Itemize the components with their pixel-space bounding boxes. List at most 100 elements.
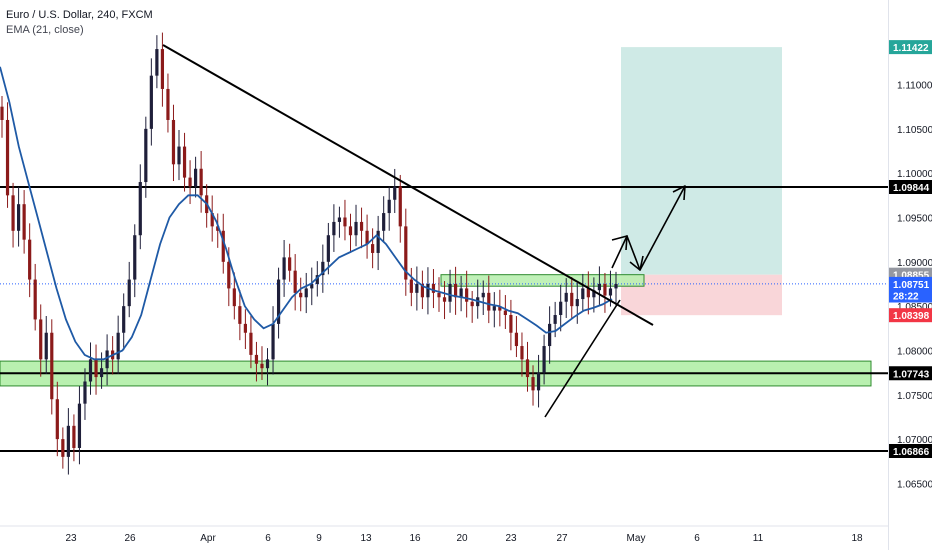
- candle-body: [144, 128, 148, 183]
- candle-body: [315, 275, 319, 284]
- price-badge-label: 1.08855: [893, 271, 930, 282]
- candle-body: [116, 332, 120, 360]
- x-tick-label: Apr: [200, 533, 216, 544]
- candle-body: [365, 230, 369, 245]
- candle-body: [276, 279, 281, 324]
- candle-body: [122, 306, 126, 333]
- x-tick-label: May: [627, 533, 646, 544]
- candle-body: [514, 332, 519, 347]
- x-tick-label: 13: [360, 533, 372, 544]
- candle-body: [542, 346, 546, 373]
- candle-body: [592, 290, 596, 298]
- candle-body: [570, 292, 574, 307]
- candle-body: [105, 350, 109, 369]
- candle-body: [254, 354, 259, 364]
- candle-body: [39, 319, 43, 360]
- candle-body: [409, 279, 413, 293]
- candle-body: [299, 292, 303, 298]
- x-tick-label: 6: [265, 533, 271, 544]
- candle-body: [448, 283, 452, 302]
- y-tick-label: 1.10500: [897, 125, 932, 136]
- candle-body: [437, 292, 441, 298]
- candle-body: [155, 49, 159, 76]
- price-badge: [889, 40, 932, 55]
- candle-body: [182, 146, 187, 178]
- x-tick-label: 27: [556, 533, 568, 544]
- candle-body: [22, 204, 26, 240]
- candle-body: [525, 359, 530, 378]
- candle-body: [0, 106, 4, 120]
- x-tick-label: 6: [694, 533, 700, 544]
- candle-body: [66, 425, 70, 457]
- candle-body: [382, 213, 386, 231]
- candle-body: [304, 288, 308, 298]
- y-tick-label: 1.07500: [897, 391, 932, 402]
- candle-body: [249, 332, 253, 355]
- candle-body: [398, 186, 402, 227]
- candle-body: [138, 182, 142, 236]
- candle-body: [271, 323, 275, 360]
- stop-zone: [621, 274, 782, 316]
- candle-body: [343, 217, 347, 227]
- price-badge-label: 1.08751: [893, 280, 930, 291]
- candle-body: [498, 306, 502, 311]
- candle-body: [288, 257, 292, 271]
- candle-body: [415, 283, 419, 293]
- price-badge: [889, 308, 932, 323]
- target-zone: [621, 47, 782, 275]
- candle-body: [265, 359, 270, 369]
- candle-body: [99, 368, 104, 378]
- candle-body: [133, 235, 137, 280]
- candle-body: [55, 399, 59, 440]
- candle-body: [216, 226, 220, 231]
- candle-body: [509, 315, 513, 333]
- candle-body: [337, 217, 342, 222]
- y-tick-label: 1.09000: [897, 258, 932, 269]
- candle-body: [5, 119, 10, 196]
- candle-body: [88, 359, 93, 382]
- candle-body: [481, 292, 485, 298]
- candle-body: [171, 119, 176, 165]
- candle-body: [531, 377, 535, 391]
- ascending-trendline: [544, 299, 621, 418]
- candle-body: [597, 283, 602, 291]
- candle-body: [442, 297, 447, 302]
- symbol-title: Euro / U.S. Dollar, 240, FXCM: [6, 9, 153, 21]
- candle-body: [11, 195, 15, 231]
- candle-body: [94, 359, 98, 378]
- candle-body: [232, 288, 236, 307]
- candle-body: [586, 288, 590, 298]
- candle-body: [188, 177, 192, 187]
- price-badge: [889, 444, 932, 458]
- candle-body: [310, 283, 314, 289]
- candle-body: [194, 168, 198, 187]
- candle-body: [393, 186, 397, 200]
- arrowhead-1: [611, 235, 628, 251]
- y-tick-label: 1.10000: [897, 169, 932, 180]
- candle-body: [33, 279, 37, 320]
- y-tick-label: 1.09500: [897, 213, 932, 224]
- price-badge-label: 28:22: [893, 292, 919, 303]
- candle-body: [127, 279, 131, 307]
- x-tick-label: 18: [851, 533, 863, 544]
- candle-body: [61, 439, 65, 457]
- candle-body: [199, 168, 203, 196]
- candle-body: [321, 261, 325, 276]
- candle-body: [420, 283, 424, 298]
- candle-body: [564, 292, 568, 302]
- candle-body: [348, 226, 353, 236]
- y-tick-label: 1.11000: [897, 81, 932, 92]
- candle-body: [548, 323, 552, 347]
- candle-body: [404, 226, 408, 280]
- price-badge-label: 1.06866: [893, 447, 930, 458]
- candle-body: [28, 239, 32, 280]
- x-tick-label: 23: [65, 533, 77, 544]
- projection-polyline: [611, 185, 686, 271]
- descending-trendline: [162, 44, 654, 326]
- ema-line: [0, 66, 613, 361]
- candles: [0, 32, 618, 475]
- candle-body: [160, 49, 165, 89]
- candle-body: [354, 221, 358, 236]
